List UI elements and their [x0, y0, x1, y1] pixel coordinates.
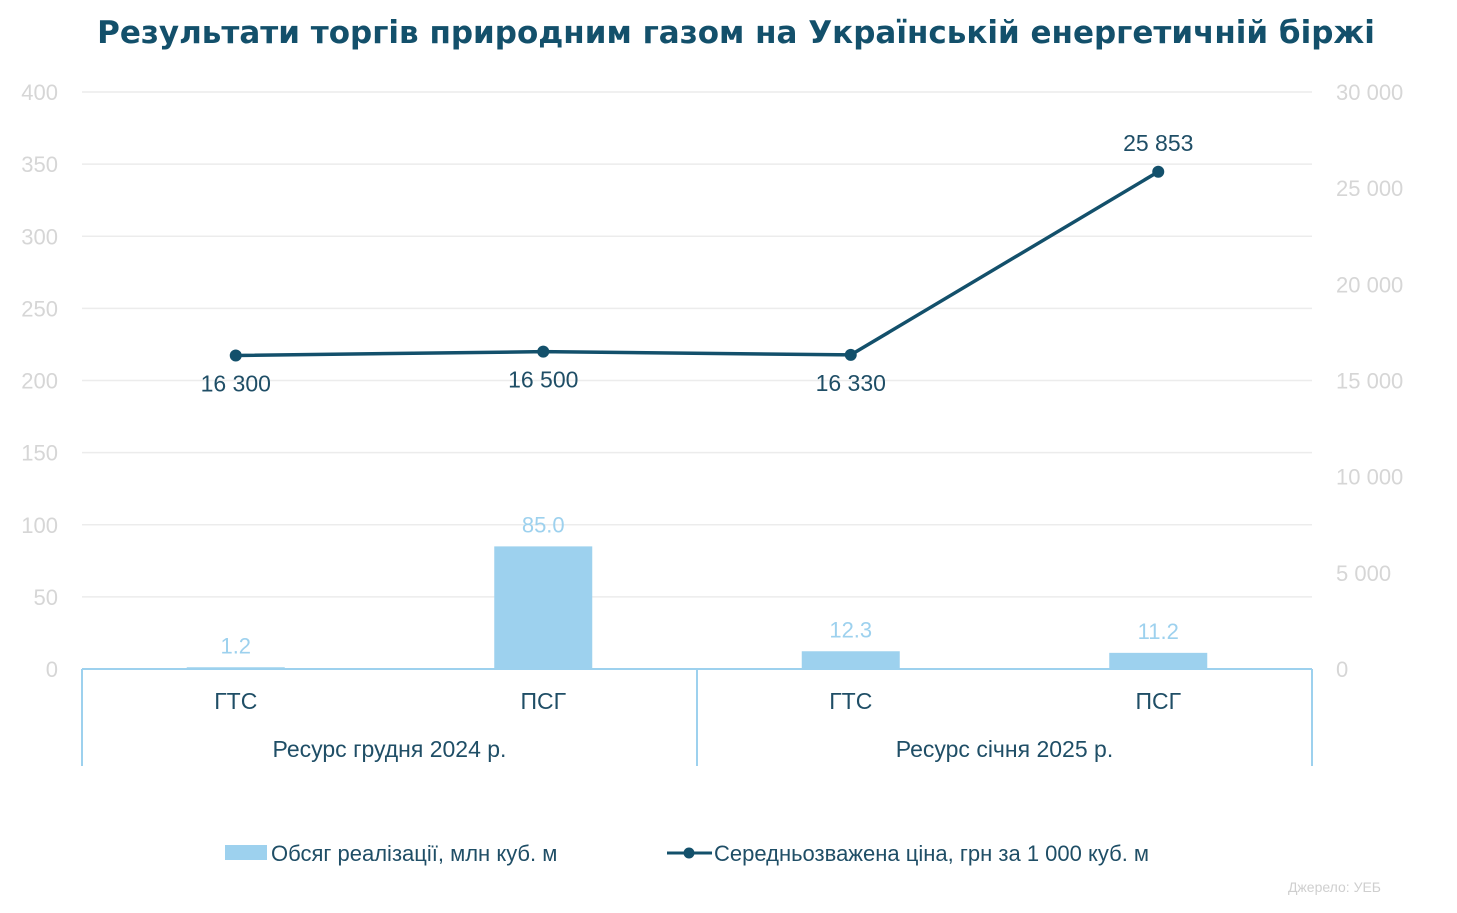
bar-data-label: 12.3: [829, 617, 872, 642]
gridlines: [82, 91, 1312, 598]
right-axis: 0 5 000 10 000 15 000 20 000 25 000 30 000: [1336, 80, 1403, 682]
bar-series: 1.2 85.0 12.3 11.2: [186, 512, 1208, 669]
bar-data-label: 85.0: [522, 512, 565, 537]
legend-line-label: Середньозважена ціна, грн за 1 000 куб. …: [714, 841, 1149, 866]
right-tick-label: 30 000: [1336, 80, 1403, 105]
line-data-label: 16 300: [201, 370, 271, 396]
bar-data-label: 1.2: [220, 633, 251, 658]
line-point: [229, 349, 242, 362]
line-point: [1152, 165, 1165, 178]
line-series: 16 300 16 500 16 330 25 853: [201, 130, 1194, 397]
group-label: Ресурс січня 2025 р.: [896, 736, 1113, 762]
left-tick-label: 400: [21, 80, 58, 105]
right-tick-label: 0: [1336, 657, 1348, 682]
left-tick-label: 350: [21, 152, 58, 177]
right-tick-label: 15 000: [1336, 369, 1403, 394]
line-data-label: 25 853: [1123, 130, 1193, 156]
line-point: [537, 345, 550, 358]
legend: Обсяг реалізації, млн куб. м Середньозва…: [225, 841, 1149, 866]
left-tick-label: 150: [21, 441, 58, 466]
category-label: ГТС: [214, 688, 257, 714]
right-tick-label: 10 000: [1336, 465, 1403, 490]
bar: [801, 651, 900, 669]
left-tick-label: 50: [34, 585, 58, 610]
legend-bar-label: Обсяг реалізації, млн куб. м: [271, 841, 557, 866]
left-tick-label: 200: [21, 369, 58, 394]
line-point: [844, 348, 857, 361]
bar-data-label: 11.2: [1138, 619, 1179, 644]
right-tick-label: 20 000: [1336, 272, 1403, 297]
price-line: [235, 170, 1160, 358]
line-data-label: 16 500: [508, 367, 578, 393]
category-label: ГТС: [829, 688, 872, 714]
left-tick-label: 100: [21, 513, 58, 538]
right-tick-label: 5 000: [1336, 561, 1391, 586]
bar: [494, 546, 593, 669]
chart-title: Результати торгів природним газом на Укр…: [97, 15, 1375, 51]
line-data-label: 16 330: [816, 370, 886, 396]
category-label: ПСГ: [1135, 688, 1181, 714]
source-note: Джерело: УЕБ: [1288, 879, 1381, 895]
left-tick-label: 250: [21, 296, 58, 321]
group-label: Ресурс грудня 2024 р.: [273, 736, 507, 762]
category-axis: ГТС ПСГ ГТС ПСГ Ресурс грудня 2024 р. Ресурс …: [81, 668, 1313, 766]
legend-bar-swatch: [225, 845, 267, 860]
category-label: ПСГ: [520, 688, 566, 714]
left-axis: 0 50 100 150 200 250 300 350 400: [21, 80, 58, 682]
left-tick-label: 0: [46, 657, 58, 682]
legend-line-marker: [683, 847, 695, 859]
right-tick-label: 25 000: [1336, 176, 1403, 201]
bar: [1109, 652, 1208, 669]
left-tick-label: 300: [21, 224, 58, 249]
